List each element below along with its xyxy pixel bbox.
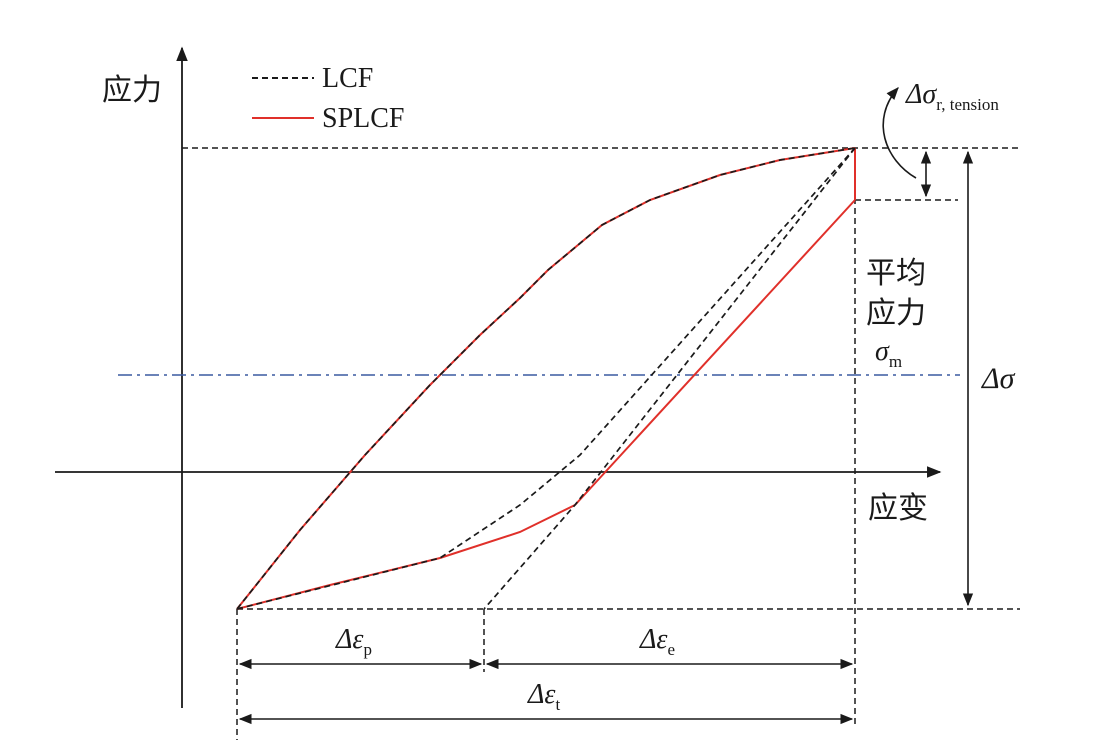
reference-lines bbox=[182, 147, 1020, 740]
elastic-strain-subscript: e bbox=[667, 640, 675, 659]
lcf-unload-branch bbox=[483, 147, 856, 610]
mean-stress-symbol-label: σm bbox=[875, 336, 902, 371]
mean-stress-subscript: m bbox=[889, 352, 902, 371]
total-strain-label: Δεt bbox=[527, 679, 560, 714]
total-strain-subscript: t bbox=[555, 695, 560, 714]
lcf-upper-branch bbox=[236, 147, 856, 610]
relaxation-label: Δσr, tension bbox=[905, 79, 999, 114]
splcf-upper-branch bbox=[236, 147, 856, 610]
x-axis-label: 应变 bbox=[868, 491, 928, 526]
stress-range-label: Δσ bbox=[981, 362, 1016, 395]
plastic-strain-subscript: p bbox=[363, 640, 372, 659]
plastic-strain-symbol: Δε bbox=[335, 624, 363, 655]
elastic-strain-symbol: Δε bbox=[639, 624, 667, 655]
legend-lcf-label: LCF bbox=[322, 63, 373, 94]
relaxation-curved-arrow bbox=[882, 87, 917, 179]
mean-stress-label-line1: 平均 bbox=[866, 256, 926, 291]
elastic-strain-label: Δεe bbox=[639, 624, 675, 659]
mean-stress-symbol: σ bbox=[875, 336, 890, 367]
lcf-curve bbox=[236, 147, 856, 610]
plastic-strain-label: Δεp bbox=[335, 624, 372, 659]
relaxation-symbol: Δσ bbox=[905, 79, 937, 110]
splcf-curve bbox=[236, 147, 856, 610]
lcf-lower-branch bbox=[236, 147, 856, 610]
splcf-unload-branch bbox=[574, 199, 856, 506]
y-axis-label: 应力 bbox=[102, 73, 162, 108]
splcf-lower-branch bbox=[236, 504, 576, 610]
legend-splcf-label: SPLCF bbox=[322, 103, 405, 134]
legend: LCF SPLCF bbox=[252, 63, 405, 134]
total-strain-symbol: Δε bbox=[527, 679, 555, 710]
mean-stress-label-line2: 应力 bbox=[866, 296, 926, 331]
relaxation-subscript: r, tension bbox=[936, 95, 999, 114]
